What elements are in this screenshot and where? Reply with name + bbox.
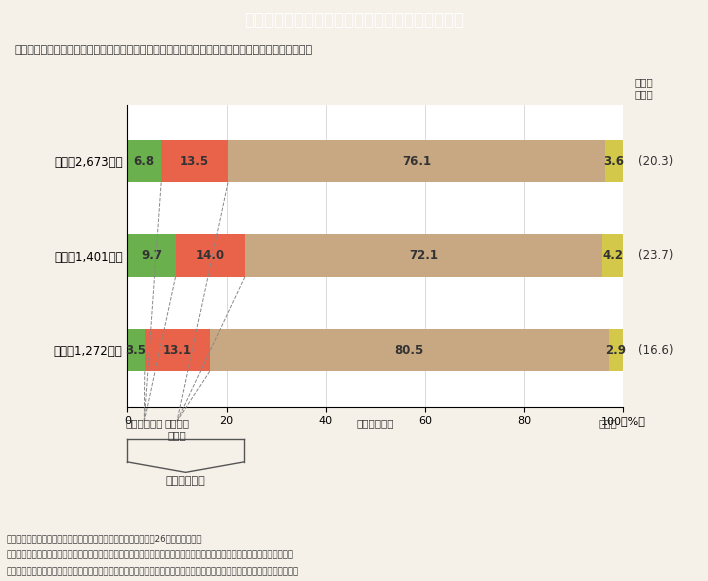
Text: 無回答: 無回答 [599,418,617,428]
Text: １，２度
あった: １，２度 あった [164,418,190,440]
Bar [161,140,228,182]
Bar [144,329,210,371]
Text: 2.9: 2.9 [605,343,627,357]
Text: (20.3): (20.3) [638,155,673,168]
Text: （備考）１．内閣府「男女間における暴力に関する調査」（平成26年）より作成。: （備考）１．内閣府「男女間における暴力に関する調査」（平成26年）より作成。 [7,535,202,543]
Text: 72.1: 72.1 [409,249,438,262]
Text: 6.8: 6.8 [134,155,155,168]
Text: 3.5: 3.5 [125,343,147,357]
Text: 80.5: 80.5 [394,343,424,357]
Text: 4.2: 4.2 [602,249,623,262]
Bar [127,140,161,182]
Text: 3.6: 3.6 [604,155,624,168]
Bar [127,329,144,371]
Text: まったくない: まったくない [357,418,394,428]
Text: (16.6): (16.6) [638,343,673,357]
Bar [605,140,623,182]
Bar [603,234,623,277]
Text: あった（計）: あった（計） [166,476,205,486]
Text: 76.1: 76.1 [402,155,431,168]
Text: ２．身体的暴行：殴ったり，けったり，物を投げつけたり，突き飛ばしたりするなどの身体に対する暴行を受けた。: ２．身体的暴行：殴ったり，けったり，物を投げつけたり，突き飛ばしたりするなどの身… [7,551,294,560]
Text: 14.0: 14.0 [195,249,224,262]
Text: 「身体的暴行」「心理的攻撃」「経済的圧迫」「性的強要」のいずれかを１つでも受けたことがある: 「身体的暴行」「心理的攻撃」「経済的圧迫」「性的強要」のいずれかを１つでも受けた… [14,45,312,55]
Text: 何度もあった: 何度もあった [125,418,163,428]
Bar [210,329,609,371]
Bar [228,140,605,182]
Text: 13.1: 13.1 [163,343,192,357]
Text: (23.7): (23.7) [638,249,673,262]
Bar [609,329,623,371]
Bar [245,234,603,277]
Text: 心理的攻撃：人格を否定するような暴言，交友関係や行き先，電話・メール等を細かく監視したり，長期間無視す: 心理的攻撃：人格を否定するような暴言，交友関係や行き先，電話・メール等を細かく監… [7,567,299,576]
Bar [127,234,176,277]
Text: 13.5: 13.5 [180,155,209,168]
Text: Ｉ－４－１図　配偶者からの被害経験（男女別）: Ｉ－４－１図 配偶者からの被害経験（男女別） [244,11,464,28]
Text: あった
（計）: あった （計） [635,77,653,99]
Text: 9.7: 9.7 [141,249,162,262]
Bar [176,234,245,277]
